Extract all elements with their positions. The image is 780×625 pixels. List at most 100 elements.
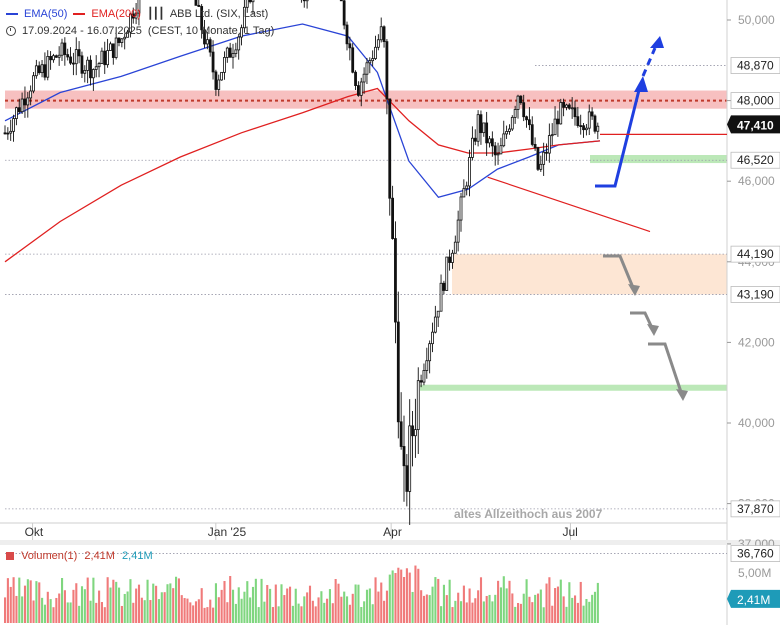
- grey-arrow-head-3: [676, 389, 688, 401]
- volume-bar: [528, 596, 531, 623]
- volume-bar: [460, 601, 463, 623]
- candle-body: [32, 75, 35, 92]
- volume-bar: [200, 588, 203, 623]
- y-tick-label: 46,000: [738, 174, 775, 188]
- candle-body: [567, 104, 571, 109]
- candle-body: [593, 115, 597, 132]
- candle-body: [459, 196, 463, 221]
- volume-bar: [411, 591, 414, 623]
- last-price-label: 47,410: [737, 118, 774, 132]
- candle-body: [40, 64, 44, 74]
- volume-bar: [479, 577, 483, 623]
- volume-bar: [220, 589, 223, 623]
- volume-bar: [374, 577, 377, 623]
- candle-body: [29, 90, 33, 99]
- volume-bar: [135, 588, 138, 623]
- candle-body: [433, 316, 437, 333]
- candle-body: [245, 0, 249, 8]
- volume-bar: [457, 592, 460, 623]
- candle-body: [510, 116, 514, 130]
- candle-body: [482, 122, 486, 134]
- volume-bar: [340, 596, 343, 623]
- volume-bar: [593, 591, 597, 623]
- volume-bar: [29, 580, 32, 623]
- volume-bar: [582, 605, 585, 623]
- volume-bar: [422, 595, 426, 623]
- grey-arrow-2: [630, 311, 655, 331]
- volume-bar: [311, 600, 314, 623]
- volume-bar: [214, 583, 217, 623]
- volume-bar: [294, 588, 297, 623]
- candle-body: [448, 256, 452, 263]
- candle-body: [402, 446, 406, 467]
- volume-bar: [80, 586, 84, 623]
- volume-bar: [286, 588, 289, 623]
- volume-bar: [303, 596, 306, 623]
- volume-bar: [137, 584, 141, 623]
- volume-bar: [308, 585, 312, 623]
- candle-body: [545, 151, 548, 154]
- volume-bar: [277, 606, 280, 623]
- price-label-48,000: 48,000: [737, 94, 774, 108]
- candle-body: [89, 59, 92, 79]
- candle-body: [502, 133, 506, 147]
- candle-body: [345, 24, 349, 45]
- volume-bar: [588, 601, 591, 623]
- volume-bar: [112, 579, 115, 623]
- volume-bar: [562, 596, 565, 623]
- candle-body: [251, 0, 255, 3]
- volume-bar: [61, 578, 64, 623]
- candle-body: [131, 13, 135, 19]
- volume-bar: [149, 600, 152, 623]
- volume-value-2: 2,41M: [122, 550, 153, 562]
- volume-bar: [522, 593, 525, 623]
- candle-body: [120, 38, 124, 43]
- volume-bar: [337, 583, 340, 623]
- candle-body: [220, 71, 224, 81]
- volume-tick-label: 5,00M: [738, 566, 771, 580]
- candle-body: [228, 47, 232, 58]
- chart-legend: EMA(50) EMA(200) ┃┃┃ ABB Ltd. (SIX, Last…: [6, 5, 274, 39]
- candle-body: [54, 55, 58, 58]
- volume-bar: [545, 583, 548, 623]
- volume-bar: [348, 604, 351, 623]
- volume-bar: [331, 603, 334, 623]
- volume-bar: [405, 568, 408, 623]
- candle-body: [83, 70, 87, 74]
- volume-bar: [254, 578, 257, 623]
- candle-body: [34, 65, 38, 77]
- volume-bar: [474, 598, 477, 623]
- volume-bar: [289, 586, 292, 623]
- volume-bar: [365, 589, 369, 623]
- candle-body: [550, 134, 554, 137]
- candle-body: [114, 37, 118, 58]
- volume-bar: [357, 584, 360, 623]
- volume-bar: [95, 602, 98, 623]
- candle-body: [248, 0, 252, 3]
- candle-body: [94, 66, 98, 70]
- candlestick-icon: ┃┃┃: [146, 8, 165, 20]
- volume-bar: [232, 589, 235, 623]
- candle-body: [57, 54, 61, 58]
- volume-bar: [183, 598, 186, 623]
- candle-body: [468, 157, 471, 187]
- candle-body: [26, 97, 30, 106]
- grey-arrow-head-1: [628, 284, 640, 296]
- volume-bar: [9, 586, 12, 623]
- candle-body: [582, 125, 585, 131]
- candle-body: [52, 55, 55, 61]
- volume-bar: [380, 582, 383, 623]
- zone-orange: [452, 254, 727, 295]
- candle-body: [394, 238, 397, 323]
- volume-bar: [403, 577, 406, 623]
- candle-body: [74, 49, 78, 65]
- volume-bar: [234, 603, 237, 623]
- price-label-48,870: 48,870: [737, 59, 774, 73]
- volume-bar: [126, 591, 129, 623]
- volume-bar: [143, 600, 146, 623]
- candle-body: [413, 429, 417, 437]
- volume-bar: [408, 572, 411, 623]
- candle-body: [72, 62, 75, 65]
- volume-bar: [249, 597, 252, 623]
